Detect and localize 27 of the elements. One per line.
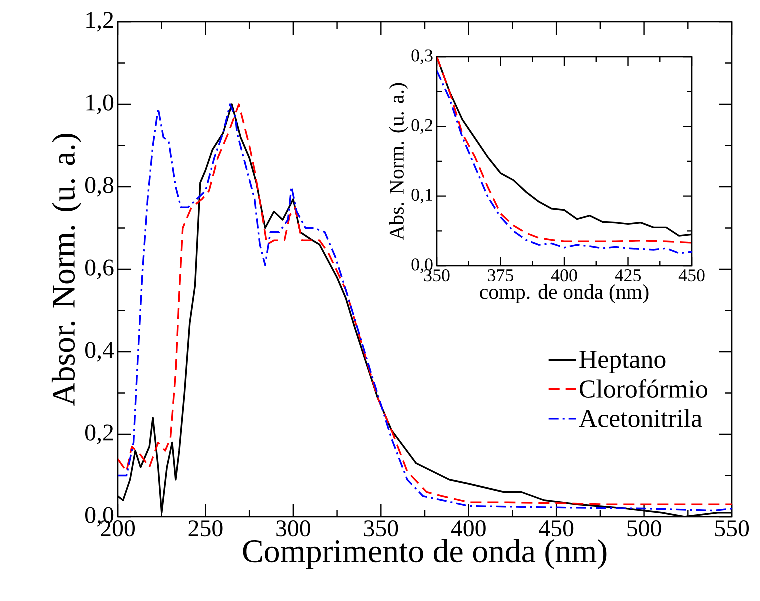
y-tick-label: 1,0	[86, 94, 114, 114]
y-tick-label: 0,2	[86, 424, 114, 444]
y-tick-label: 1,2	[86, 12, 114, 32]
y-tick-label: 0,1	[412, 188, 432, 204]
legend-label: Clorofórmio	[580, 379, 708, 398]
y-tick-label: 0,8	[86, 177, 114, 197]
x-axis-title: Comprimento de onda (nm)	[243, 539, 607, 570]
legend-label: Heptano	[580, 351, 666, 374]
x-tick-label: 550	[715, 520, 750, 537]
x-tick-label: 450	[678, 270, 705, 282]
x-tick-label: 400	[451, 520, 486, 537]
x-tick-label: 500	[628, 520, 662, 537]
y-axis-title: Absor. Norm. (u. a.)	[52, 134, 82, 406]
x-tick-label: 425	[615, 270, 642, 282]
y-tick-label: 0,4	[86, 342, 114, 362]
x-tick-label: 250	[188, 520, 223, 537]
x-axis-title: comp. de onda (nm)	[480, 284, 649, 304]
y-axis-title: Abs. Norm. (u. a.)	[389, 83, 408, 240]
legend-label: Acetonitrila	[579, 409, 702, 428]
x-tick-label: 300	[276, 520, 310, 537]
y-tick-label: 0,3	[412, 50, 433, 64]
x-tick-label: 375	[488, 270, 514, 282]
x-tick-label: 400	[551, 270, 578, 282]
x-tick-label: 450	[539, 520, 574, 537]
x-tick-label: 350	[364, 520, 398, 537]
y-tick-label: 0,2	[412, 119, 433, 134]
y-tick-label: 0,6	[86, 260, 114, 280]
